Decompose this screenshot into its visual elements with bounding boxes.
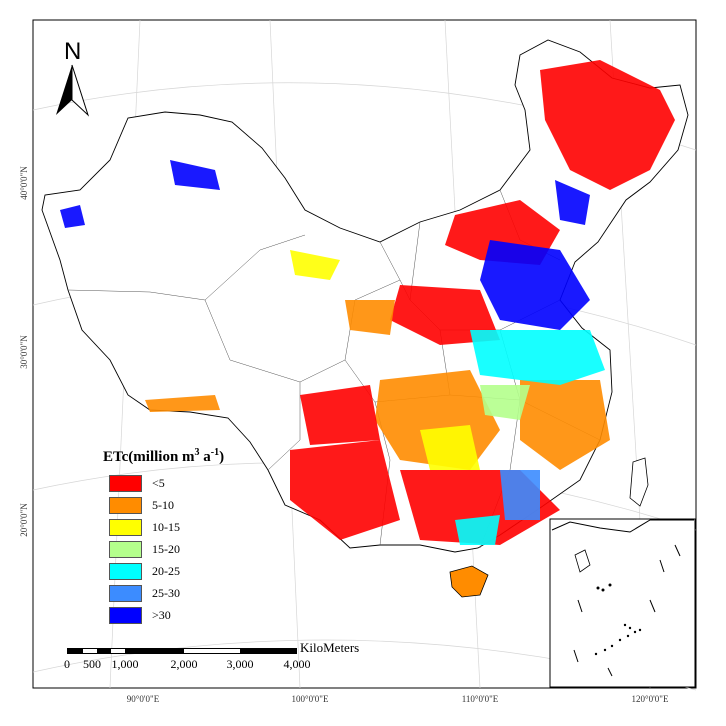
etc-region xyxy=(290,440,400,540)
etc-region xyxy=(480,385,530,420)
legend-item: 15-20 xyxy=(109,538,224,560)
scale-tick-label: 500 xyxy=(83,657,101,671)
legend-label: 20-25 xyxy=(152,563,180,578)
scale-tick-label: 4,000 xyxy=(283,657,311,671)
legend-item: 20-25 xyxy=(109,560,224,582)
etc-region xyxy=(470,330,605,385)
south-china-sea-inset xyxy=(549,518,696,688)
legend-swatch xyxy=(109,540,142,558)
legend-swatch xyxy=(109,474,142,492)
etc-region xyxy=(300,385,380,445)
legend-swatch xyxy=(109,606,142,624)
etc-region xyxy=(145,395,220,412)
scale-bar xyxy=(67,648,297,654)
etc-region xyxy=(170,160,220,190)
lon-label-120: 120°0'0"E xyxy=(632,694,669,704)
legend: ETc(million m3 a-1) <5 5-10 10-15 15-20 20-2… xyxy=(103,447,224,626)
legend-swatch xyxy=(109,518,142,536)
etc-region xyxy=(345,300,395,335)
legend-item: 5-10 xyxy=(109,494,224,516)
legend-label: <5 xyxy=(152,475,165,490)
scale-tick-label: 0 xyxy=(64,657,70,671)
scale-tick-label: 2,000 xyxy=(170,657,198,671)
etc-region xyxy=(60,205,85,228)
legend-item: >30 xyxy=(109,604,224,626)
scale-unit-label: KiloMeters xyxy=(300,640,360,655)
etc-region xyxy=(555,180,590,225)
legend-label: 15-20 xyxy=(152,541,180,556)
scale-tick-label: 1,000 xyxy=(111,657,139,671)
legend-label: 25-30 xyxy=(152,585,180,600)
legend-label: 5-10 xyxy=(152,497,174,512)
etc-region xyxy=(520,380,610,470)
legend-label: 10-15 xyxy=(152,519,180,534)
lon-label-100: 100°0'0"E xyxy=(292,694,329,704)
legend-item: 25-30 xyxy=(109,582,224,604)
legend-swatch xyxy=(109,496,142,514)
etc-region xyxy=(540,60,675,190)
map-frame xyxy=(32,19,697,689)
etc-region xyxy=(455,515,500,545)
etc-raster xyxy=(60,60,675,545)
legend-title: ETc(million m3 a-1) xyxy=(103,447,225,465)
etc-region xyxy=(290,250,340,280)
hainan-island xyxy=(449,565,489,598)
etc-region xyxy=(420,425,480,470)
lat-label-20: 20°0'0"N xyxy=(19,503,29,537)
legend-swatch xyxy=(109,562,142,580)
etc-region xyxy=(480,240,590,330)
lon-label-90: 90°0'0"E xyxy=(127,694,160,704)
etc-region xyxy=(500,470,540,520)
legend-label: >30 xyxy=(152,607,171,622)
legend-item: <5 xyxy=(109,472,224,494)
lon-label-110: 110°0'0"E xyxy=(462,694,499,704)
taiwan-island xyxy=(629,457,649,507)
legend-swatch xyxy=(109,584,142,602)
scale-tick-label: 3,000 xyxy=(226,657,254,671)
lat-label-30: 30°0'0"N xyxy=(19,335,29,369)
north-label: N xyxy=(64,38,82,65)
north-arrow-icon xyxy=(56,64,90,117)
lat-label-40: 40°0'0"N xyxy=(19,166,29,200)
legend-item: 10-15 xyxy=(109,516,224,538)
